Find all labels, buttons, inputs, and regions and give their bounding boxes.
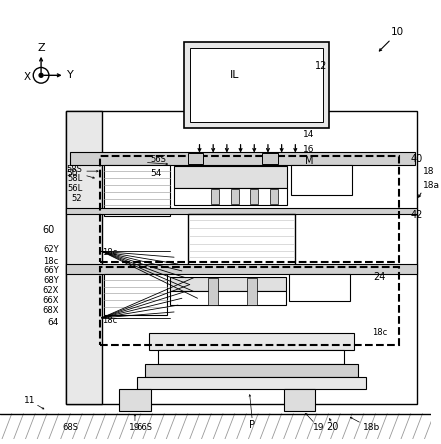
Text: 68X: 68X <box>42 305 59 314</box>
Text: 68Y: 68Y <box>43 276 59 285</box>
Text: 11: 11 <box>23 396 35 405</box>
Text: 18: 18 <box>423 166 435 176</box>
Bar <box>208 278 218 305</box>
Text: 66S: 66S <box>137 423 153 432</box>
Bar <box>292 165 352 194</box>
Text: 62X: 62X <box>42 286 59 295</box>
Bar <box>170 291 286 305</box>
Text: 19: 19 <box>129 423 141 432</box>
Bar <box>149 333 354 350</box>
Bar <box>190 48 323 122</box>
Bar <box>250 189 258 204</box>
Bar <box>145 364 358 377</box>
Text: 10: 10 <box>390 27 404 37</box>
Text: M: M <box>305 156 313 166</box>
Text: 50: 50 <box>67 169 78 178</box>
Bar <box>262 153 278 164</box>
Bar <box>247 278 257 305</box>
Text: 18c: 18c <box>102 316 117 325</box>
Bar <box>170 277 286 291</box>
Bar <box>137 377 366 389</box>
Bar <box>289 274 350 301</box>
Bar <box>158 350 344 364</box>
Text: 18c: 18c <box>102 248 117 257</box>
Bar <box>174 188 287 206</box>
Text: P: P <box>249 420 255 430</box>
Bar <box>188 153 203 164</box>
Text: 54: 54 <box>151 169 162 178</box>
Text: 58L: 58L <box>67 174 82 183</box>
Bar <box>104 274 167 315</box>
Bar <box>211 189 219 204</box>
Text: 52: 52 <box>71 194 82 203</box>
Bar <box>174 166 287 188</box>
Text: 62Y: 62Y <box>43 245 59 254</box>
Text: 66Y: 66Y <box>43 266 59 275</box>
Text: 19: 19 <box>313 423 325 432</box>
Bar <box>67 208 417 214</box>
Text: 18c: 18c <box>43 257 59 266</box>
Text: 14: 14 <box>303 131 315 139</box>
Text: Z: Z <box>37 43 45 53</box>
Text: 24: 24 <box>374 272 386 282</box>
Bar <box>104 165 170 216</box>
Text: 20: 20 <box>326 422 339 432</box>
Text: 56L: 56L <box>67 184 82 193</box>
Text: X: X <box>24 72 31 82</box>
Bar <box>284 389 315 411</box>
Bar <box>184 42 329 128</box>
Text: IL: IL <box>230 70 239 80</box>
Text: 16: 16 <box>303 145 315 154</box>
Text: 18a: 18a <box>423 181 441 190</box>
Bar <box>120 389 150 411</box>
Text: 66X: 66X <box>42 296 59 305</box>
Text: Y: Y <box>67 70 74 80</box>
Text: 18b: 18b <box>363 423 380 432</box>
Text: 18c: 18c <box>372 328 387 337</box>
Bar <box>231 189 239 204</box>
Text: 56S: 56S <box>150 155 166 164</box>
Text: 58S: 58S <box>66 165 82 174</box>
Text: 68S: 68S <box>63 423 78 432</box>
Text: 64: 64 <box>47 318 59 327</box>
Bar <box>67 264 417 274</box>
Bar <box>270 189 278 204</box>
Bar <box>100 156 399 262</box>
Text: 42: 42 <box>411 210 423 220</box>
Bar <box>71 151 415 165</box>
Text: 40: 40 <box>411 155 423 164</box>
Bar <box>67 111 102 404</box>
Text: 60: 60 <box>43 225 55 235</box>
Bar <box>188 214 295 265</box>
Bar <box>0 414 431 439</box>
Bar <box>100 267 399 345</box>
Circle shape <box>39 73 43 77</box>
Bar <box>67 111 417 404</box>
Text: 12: 12 <box>314 60 327 71</box>
